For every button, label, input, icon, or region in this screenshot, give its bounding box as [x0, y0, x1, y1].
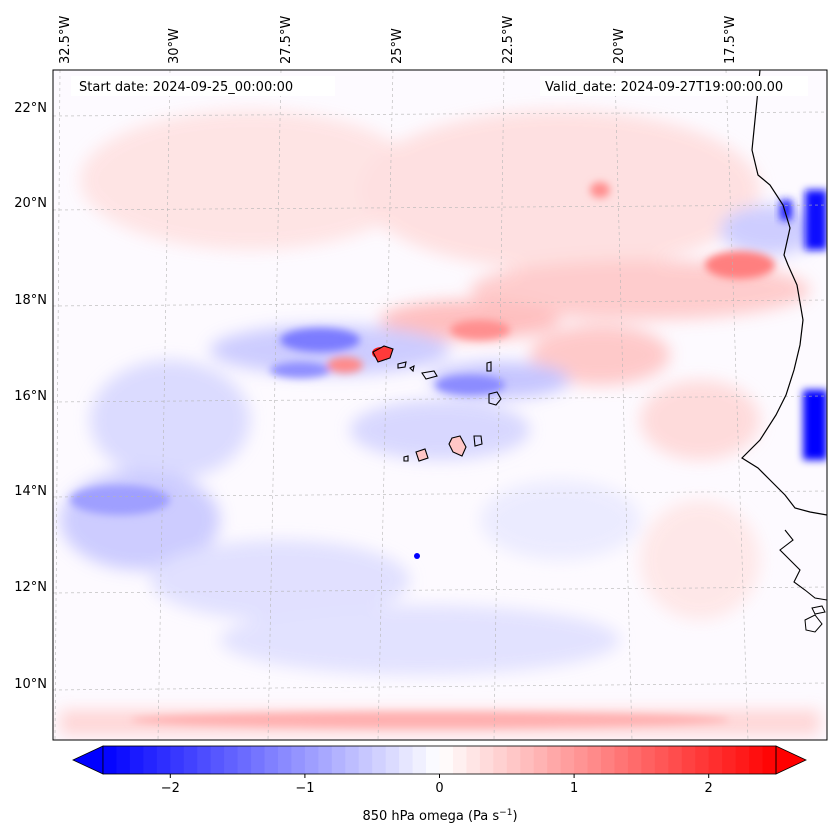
lat-label: 14°N	[14, 484, 47, 499]
colorbar-band	[735, 746, 750, 774]
colorbar-ticks: −2 −1 0 1 2	[161, 774, 713, 796]
colorbar-extend-min	[72, 745, 104, 775]
colorbar-band	[587, 746, 602, 774]
colorbar-band	[493, 746, 508, 774]
lat-label: 22°N	[14, 101, 47, 116]
colorbar-band	[210, 746, 225, 774]
colorbar-band	[452, 746, 467, 774]
colorbar-band	[170, 746, 185, 774]
colorbar-band	[762, 746, 777, 774]
colorbar-band	[695, 746, 710, 774]
colorbar-band	[331, 746, 346, 774]
colorbar-label: 850 hPa omega (Pa s−1)	[362, 808, 517, 824]
colorbar-band	[479, 746, 494, 774]
valid-date-box	[540, 76, 808, 96]
colorbar-tick-label: −2	[161, 781, 180, 796]
colorbar-band	[291, 746, 306, 774]
lon-label: 17.5°W	[723, 16, 738, 64]
lat-label: 18°N	[14, 293, 47, 308]
colorbar-band	[749, 746, 764, 774]
colorbar-band	[372, 746, 387, 774]
colorbar-band	[156, 746, 171, 774]
colorbar-band	[399, 746, 414, 774]
colorbar-band	[143, 746, 158, 774]
colorbar-tick-label: 2	[705, 781, 713, 796]
colorbar-band	[520, 746, 535, 774]
colorbar-band	[116, 746, 131, 774]
coastline	[741, 70, 827, 516]
colorbar-band	[129, 746, 144, 774]
colorbar-band	[224, 746, 239, 774]
colorbar-tick-label: 1	[570, 781, 578, 796]
colorbar-band	[601, 746, 615, 774]
colorbar-band	[358, 746, 373, 774]
colorbar-label-suffix: )	[512, 809, 517, 824]
colorbar-band	[547, 746, 562, 774]
colorbar-band	[251, 746, 266, 774]
colorbar-band	[506, 746, 521, 774]
lon-label: 20°W	[612, 28, 627, 64]
lon-label: 30°W	[167, 28, 182, 64]
colorbar-bands	[103, 746, 777, 774]
colorbar-band	[466, 746, 481, 774]
colorbar-band	[264, 746, 279, 774]
lat-label: 10°N	[14, 677, 47, 692]
lat-label: 16°N	[14, 389, 47, 404]
colorbar-band	[668, 746, 683, 774]
colorbar-band	[183, 746, 198, 774]
map-panel: Start date: 2024-09-25_00:00:00 Valid_da…	[52, 69, 828, 741]
colorbar-band	[641, 746, 656, 774]
colorbar-band	[304, 746, 319, 774]
lat-label: 20°N	[14, 196, 47, 211]
colorbar-band	[385, 746, 400, 774]
colorbar-band	[574, 746, 589, 774]
colorbar-band	[318, 746, 333, 774]
colorbar-band	[722, 746, 737, 774]
colorbar-band	[277, 746, 292, 774]
colorbar-band	[627, 746, 642, 774]
colorbar-band	[426, 746, 440, 774]
colorbar-band	[560, 746, 575, 774]
colorbar-band	[614, 746, 629, 774]
colorbar-band	[708, 746, 723, 774]
coastline-south	[779, 529, 827, 601]
colorbar: −2 −1 0 1 2 850 hPa omega (Pa s−1)	[72, 745, 807, 824]
colorbar-extend-max	[775, 745, 807, 775]
colorbar-band	[345, 746, 360, 774]
start-date-label: Start date: 2024-09-25_00:00:00	[79, 80, 293, 95]
valid-date-label: Valid_date: 2024-09-27T19:00:00.00	[545, 80, 783, 95]
omega-field	[53, 70, 827, 740]
colorbar-band	[654, 746, 669, 774]
lat-label: 12°N	[14, 580, 47, 595]
colorbar-label-main: 850 hPa omega (Pa s	[362, 809, 499, 824]
colorbar-tick-label: 0	[435, 781, 443, 796]
graticule	[53, 70, 827, 740]
colorbar-band	[533, 746, 548, 774]
colorbar-label-superscript: −1	[499, 808, 512, 818]
latitude-labels: 22°N 20°N 18°N 16°N 14°N 12°N 10°N	[14, 101, 47, 692]
lon-label: 22.5°W	[501, 16, 516, 64]
longitude-labels: 32.5°W 30°W 27.5°W 25°W 22.5°W 20°W 17.5…	[58, 16, 738, 64]
colorbar-tick-label: −1	[295, 781, 314, 796]
colorbar-band	[412, 746, 427, 774]
colorbar-band	[103, 746, 117, 774]
lon-label: 27.5°W	[279, 16, 294, 64]
start-date-box	[71, 76, 335, 96]
colorbar-band	[237, 746, 252, 774]
colorbar-band	[197, 746, 212, 774]
colorbar-band	[681, 746, 696, 774]
lon-label: 25°W	[390, 28, 405, 64]
lon-label: 32.5°W	[58, 16, 73, 64]
map-frame	[52, 69, 828, 741]
colorbar-band	[439, 746, 454, 774]
cape-verde-islands	[372, 345, 502, 462]
